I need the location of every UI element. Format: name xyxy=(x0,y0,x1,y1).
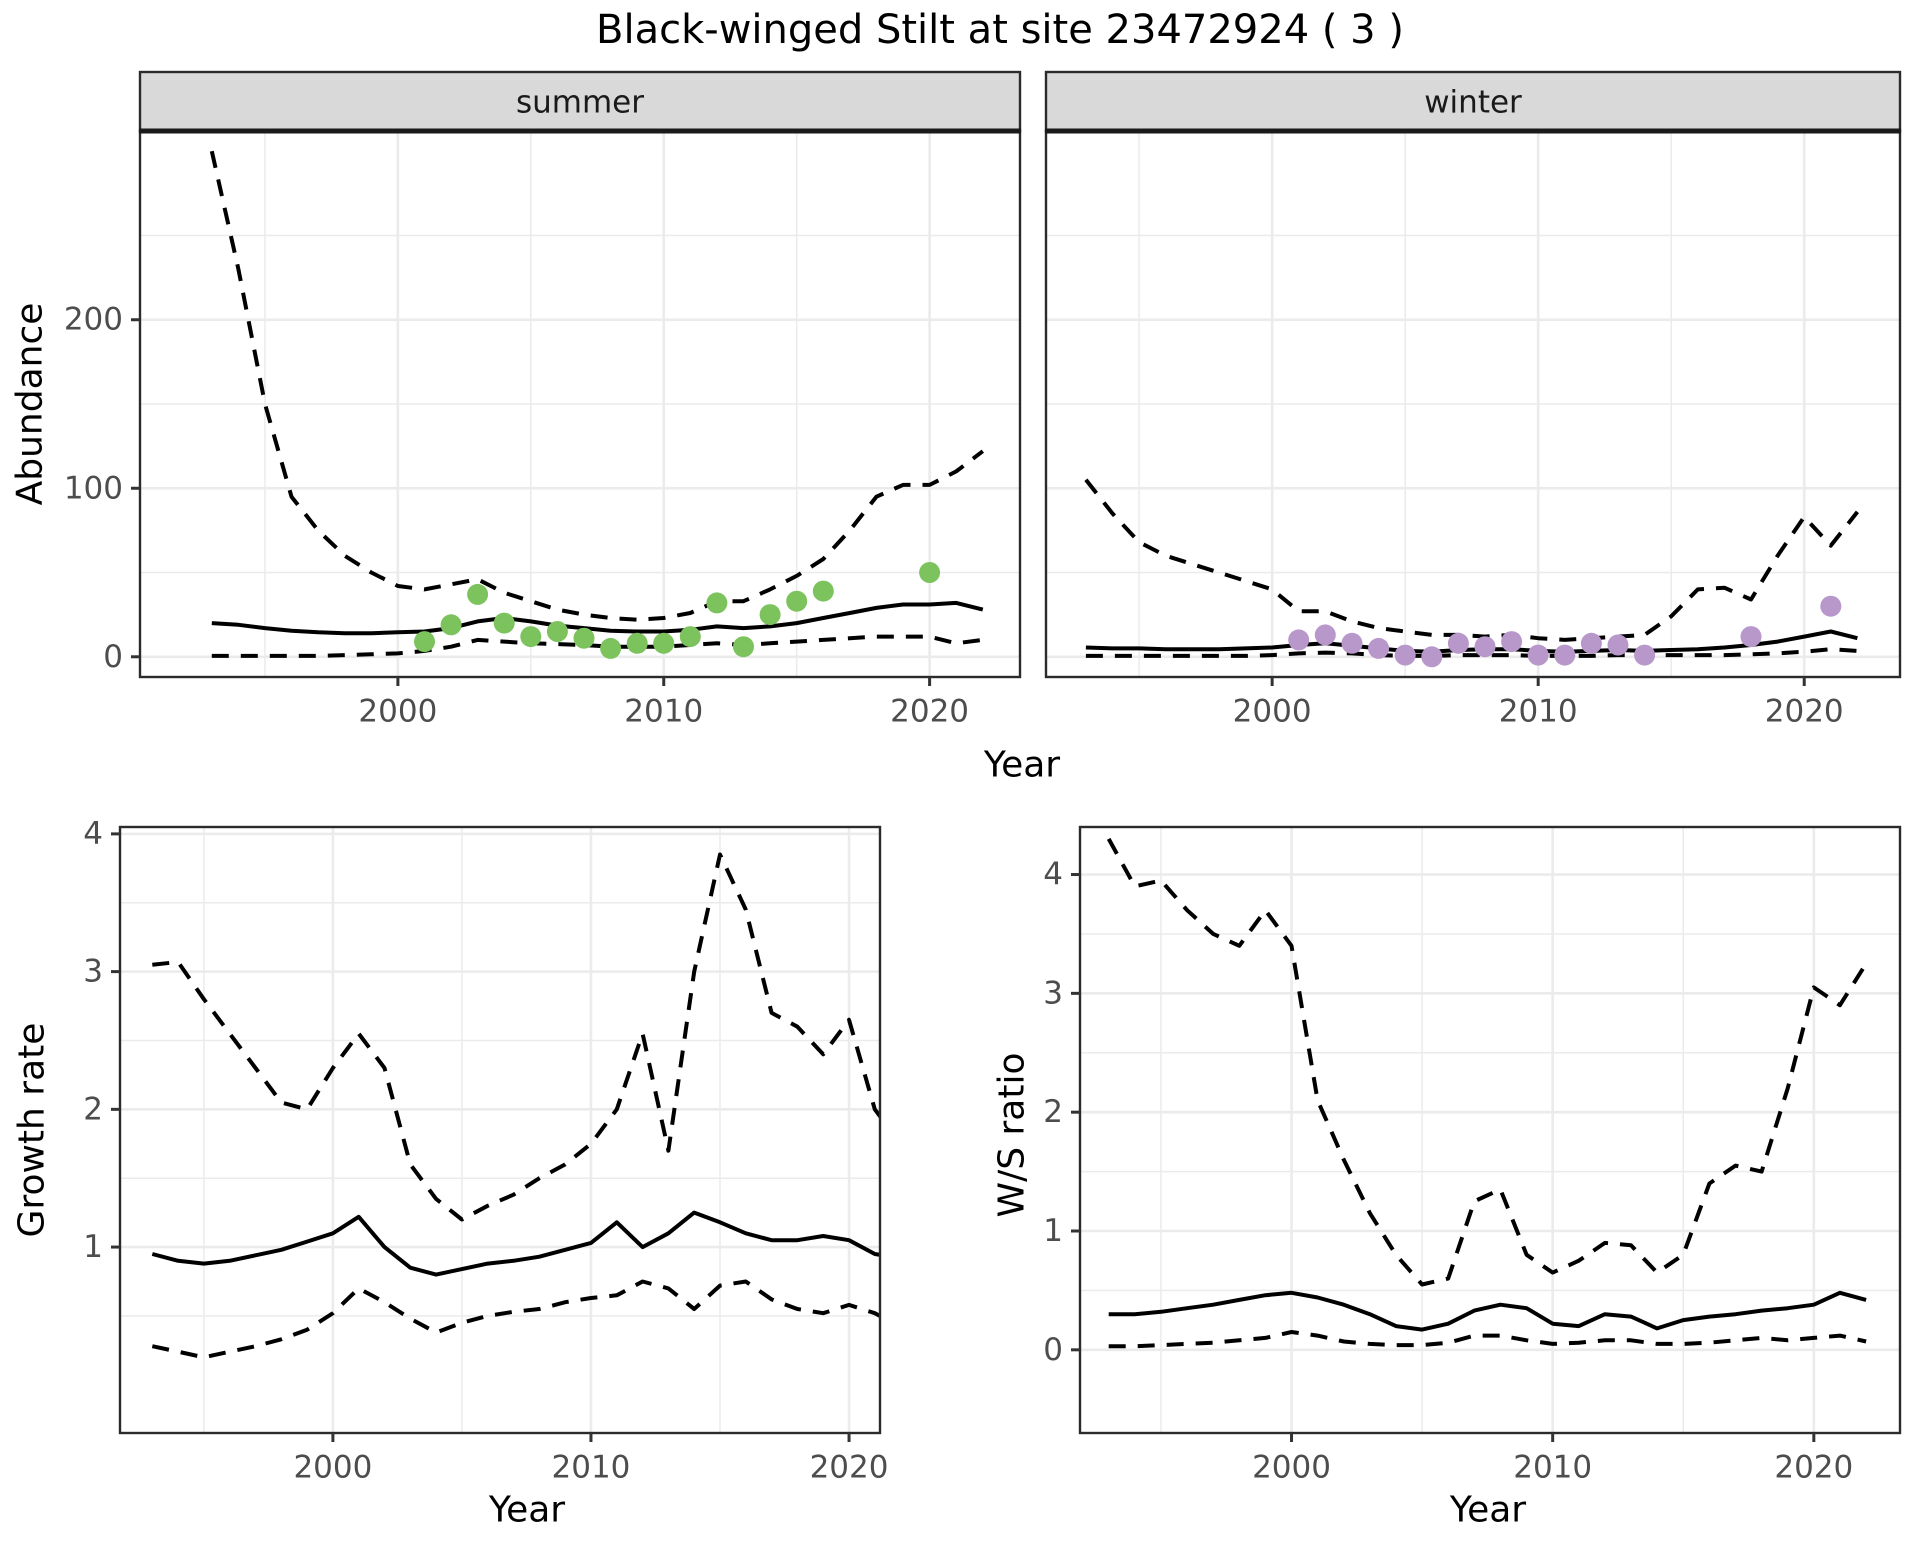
data-point xyxy=(467,583,489,605)
series-line-upper_ci xyxy=(1084,478,1859,642)
data-point xyxy=(1288,629,1310,651)
data-point xyxy=(919,562,941,583)
data-point xyxy=(600,637,622,659)
data-point xyxy=(679,626,701,648)
x-tick-label: 2010 xyxy=(1513,1449,1592,1485)
data-point xyxy=(733,636,754,658)
facet-strip-label: summer xyxy=(516,85,644,121)
y-tick-label: 0 xyxy=(1043,1332,1063,1368)
panel-background xyxy=(1080,827,1900,1433)
y-tick-label: 3 xyxy=(1043,975,1063,1011)
panel-abundance-winter: winter 2000 2010 2020 xyxy=(1044,70,1902,729)
series-line-mean xyxy=(211,600,984,636)
data-point xyxy=(706,592,728,614)
x-tick-label: 2020 xyxy=(1774,1449,1853,1485)
data-point xyxy=(1820,595,1842,617)
data-point xyxy=(626,632,648,654)
series-line-upper_ci xyxy=(152,852,880,1222)
series-line-upper_ci xyxy=(209,150,985,622)
x-tick-label: 2000 xyxy=(293,1449,372,1485)
gridlines xyxy=(1080,827,1900,1433)
x-tick-label: 2000 xyxy=(1233,693,1312,729)
data-point xyxy=(653,632,675,654)
series-line-lower_ci xyxy=(1085,647,1858,658)
data-point xyxy=(1740,626,1762,648)
y-tick-label: 3 xyxy=(83,954,103,990)
facet-strip-label: winter xyxy=(1424,85,1522,121)
data-point xyxy=(1341,632,1363,654)
panel-ws-ratio: 2000 2010 2020 0 1 2 3 4 xyxy=(1043,825,1902,1485)
data-point xyxy=(1447,632,1469,654)
y-tick-label: 2 xyxy=(83,1091,103,1127)
x-tick-label: 2020 xyxy=(890,693,969,729)
data-point xyxy=(493,612,515,634)
data-point xyxy=(1607,634,1629,656)
series-line-lower_ci xyxy=(151,1279,880,1360)
data-point xyxy=(1554,644,1576,666)
y-axis-title-abundance: Abundance xyxy=(9,302,51,506)
x-tick-label: 2020 xyxy=(1765,693,1844,729)
panel-border xyxy=(1078,825,1902,1435)
gridlines xyxy=(120,827,880,1433)
x-axis-title-year-top: Year xyxy=(983,744,1061,786)
data-point xyxy=(786,590,808,612)
x-tick-label: 2000 xyxy=(1252,1449,1331,1485)
chart-title: Black-winged Stilt at site 23472924 ( 3 … xyxy=(596,7,1404,53)
y-tick-label: 1 xyxy=(83,1229,103,1265)
data-point xyxy=(1474,636,1496,658)
data-point xyxy=(1527,644,1549,666)
data-point xyxy=(573,627,595,649)
data-point xyxy=(1501,631,1523,653)
series-line-mean xyxy=(151,1210,880,1277)
y-tick-label: 4 xyxy=(1043,857,1063,893)
panel-abundance-summer: summer 2000 2010 2020 0 100 200 xyxy=(64,70,1022,729)
data-point xyxy=(440,614,462,636)
panel-growth-rate: 2000 2010 2020 1 2 3 4 xyxy=(83,816,889,1486)
y-tick-label: 200 xyxy=(64,302,123,338)
data-point xyxy=(1314,624,1336,646)
y-axis-title-growth-rate: Growth rate xyxy=(11,1022,53,1238)
y-tick-label: 2 xyxy=(1043,1094,1063,1130)
data-point xyxy=(812,580,834,602)
x-tick-label: 2010 xyxy=(1499,693,1578,729)
x-axis-title-year-bottom-right: Year xyxy=(1449,1489,1527,1531)
data-point xyxy=(414,631,435,653)
data-point xyxy=(1421,646,1443,668)
data-point xyxy=(520,626,542,648)
series-line-upper_ci xyxy=(1106,837,1868,1287)
series-line-mean xyxy=(1085,629,1858,654)
x-tick-label: 2000 xyxy=(358,693,437,729)
data-point xyxy=(546,621,568,642)
panel-background xyxy=(120,827,880,1433)
y-axis-title-ws-ratio: W/S ratio xyxy=(991,1052,1033,1218)
x-axis-title-year-bottom-left: Year xyxy=(488,1489,566,1531)
y-tick-label: 0 xyxy=(103,639,123,675)
series-line-lower_ci xyxy=(211,634,984,658)
x-tick-label: 2020 xyxy=(810,1449,889,1485)
series-line-mean xyxy=(1108,1290,1867,1332)
data-point xyxy=(1368,637,1390,659)
data-point xyxy=(759,604,781,626)
panel-border xyxy=(118,825,882,1435)
x-tick-label: 2010 xyxy=(624,693,703,729)
x-tick-label: 2010 xyxy=(552,1449,631,1485)
series-line-lower_ci xyxy=(1108,1330,1867,1349)
data-point xyxy=(1580,632,1602,654)
y-tick-label: 1 xyxy=(1043,1213,1063,1249)
observation-points xyxy=(414,562,941,659)
data-point xyxy=(1394,644,1416,666)
facet-strip xyxy=(138,70,1022,133)
y-tick-label: 100 xyxy=(64,470,123,506)
y-tick-label: 4 xyxy=(83,816,103,852)
observation-points xyxy=(1288,595,1842,668)
data-point xyxy=(1634,644,1656,666)
